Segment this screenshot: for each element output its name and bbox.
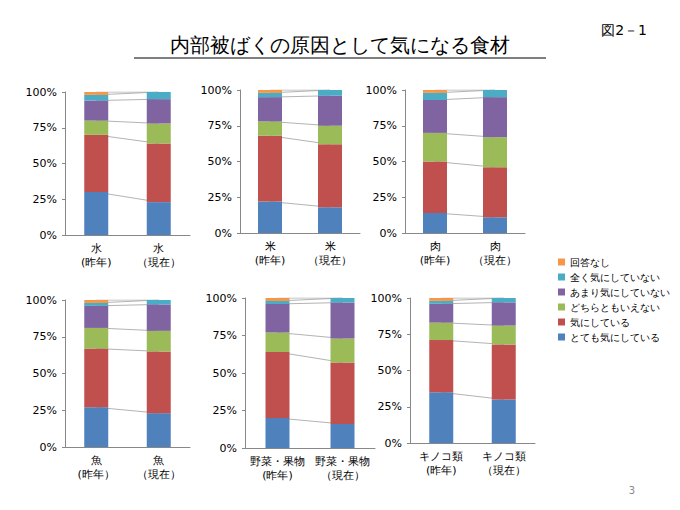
svg-text:(昨年): (昨年) — [426, 464, 457, 477]
svg-text:50%: 50% — [33, 157, 57, 170]
svg-text:100%: 100% — [26, 294, 57, 307]
svg-text:（現在）: （現在） — [137, 256, 181, 269]
svg-text:0%: 0% — [40, 441, 57, 454]
svg-text:米: 米 — [265, 240, 276, 253]
svg-text:25%: 25% — [33, 404, 57, 417]
svg-text:回答なし: 回答なし — [570, 257, 610, 268]
svg-text:肉: 肉 — [430, 240, 441, 253]
svg-text:水: 水 — [153, 242, 164, 255]
svg-text:0%: 0% — [380, 227, 397, 240]
svg-text:100%: 100% — [26, 86, 57, 99]
svg-text:図2－1: 図2－1 — [601, 22, 647, 38]
svg-text:75%: 75% — [378, 328, 402, 341]
svg-text:100%: 100% — [371, 292, 402, 305]
svg-text:野菜・果物: 野菜・果物 — [315, 455, 370, 468]
svg-text:0%: 0% — [215, 227, 232, 240]
svg-text:(昨年): (昨年) — [420, 254, 451, 267]
svg-text:50%: 50% — [378, 364, 402, 377]
svg-text:75%: 75% — [33, 330, 57, 343]
svg-text:25%: 25% — [33, 193, 57, 206]
svg-text:75%: 75% — [373, 119, 397, 132]
svg-text:水: 水 — [91, 242, 102, 255]
svg-text:(昨年）: (昨年） — [78, 468, 115, 481]
svg-text:野菜・果物: 野菜・果物 — [250, 455, 305, 468]
svg-text:とても気にしている: とても気にしている — [570, 332, 660, 343]
svg-text:キノコ類: キノコ類 — [482, 450, 526, 463]
svg-text:（現在）: （現在） — [482, 464, 526, 477]
svg-text:0%: 0% — [220, 442, 237, 455]
svg-text:（現在）: （現在） — [308, 254, 352, 267]
svg-text:3: 3 — [629, 485, 635, 496]
svg-text:気にしている: 気にしている — [570, 317, 630, 328]
svg-text:100%: 100% — [206, 292, 237, 305]
svg-text:100%: 100% — [366, 84, 397, 97]
svg-text:魚: 魚 — [91, 454, 102, 467]
svg-text:内部被ばくの原因として気になる食材: 内部被ばくの原因として気になる食材 — [170, 33, 510, 57]
svg-text:75%: 75% — [213, 329, 237, 342]
svg-text:25%: 25% — [208, 191, 232, 204]
svg-text:魚: 魚 — [153, 454, 164, 467]
svg-text:あまり気にしていない: あまり気にしていない — [570, 287, 670, 298]
svg-text:（現在）: （現在） — [473, 254, 517, 267]
svg-text:25%: 25% — [213, 404, 237, 417]
svg-text:50%: 50% — [373, 155, 397, 168]
svg-text:(昨年): (昨年) — [262, 469, 293, 482]
svg-text:50%: 50% — [213, 367, 237, 380]
svg-text:どちらともいえない: どちらともいえない — [570, 302, 660, 313]
svg-text:（現在）: （現在） — [321, 469, 365, 482]
svg-text:米: 米 — [325, 240, 336, 253]
svg-text:50%: 50% — [208, 155, 232, 168]
svg-text:肉: 肉 — [490, 240, 501, 253]
svg-text:0%: 0% — [385, 437, 402, 450]
svg-text:75%: 75% — [33, 121, 57, 134]
svg-text:キノコ類: キノコ類 — [419, 450, 463, 463]
svg-text:全く気にしていない: 全く気にしていない — [570, 272, 660, 283]
svg-text:75%: 75% — [208, 119, 232, 132]
svg-text:(昨年): (昨年) — [255, 254, 286, 267]
svg-text:(昨年): (昨年) — [81, 256, 112, 269]
svg-text:100%: 100% — [201, 84, 232, 97]
svg-text:0%: 0% — [40, 229, 57, 242]
svg-text:50%: 50% — [33, 367, 57, 380]
svg-text:（現在）: （現在） — [137, 468, 181, 481]
svg-text:25%: 25% — [378, 400, 402, 413]
svg-text:25%: 25% — [373, 191, 397, 204]
